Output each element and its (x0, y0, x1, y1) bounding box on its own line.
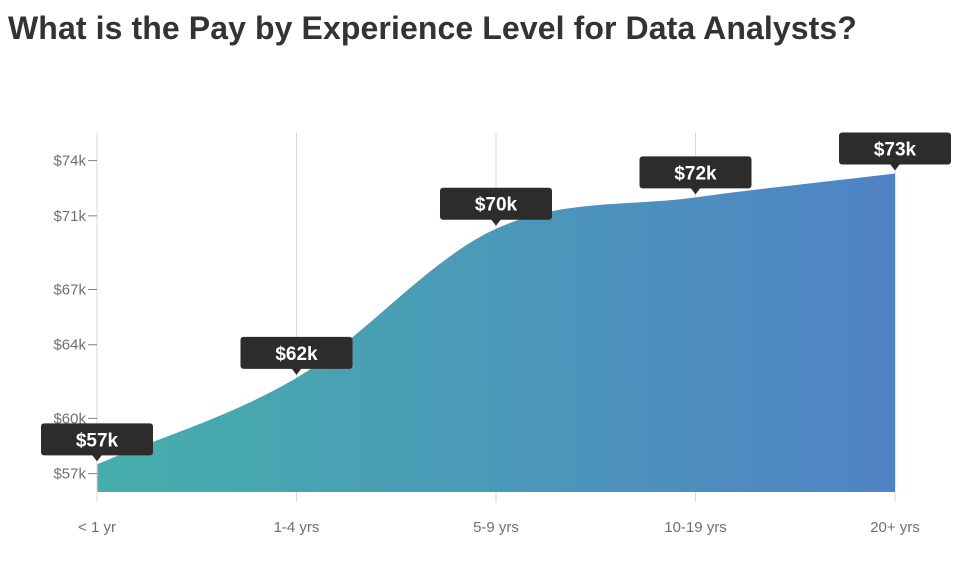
data-label: $70k (440, 187, 552, 226)
data-label-pointer (690, 187, 701, 195)
data-label: $57k (41, 423, 153, 462)
data-label-pointer (491, 219, 501, 226)
y-tick-label: $71k (53, 208, 86, 225)
data-label: $73k (839, 132, 951, 171)
x-tick-label: 10-19 yrs (664, 519, 727, 536)
x-tick-label: 1-4 yrs (274, 519, 320, 536)
data-label-box (440, 187, 552, 220)
data-label-text: $62k (275, 344, 318, 365)
page-title: What is the Pay by Experience Level for … (8, 10, 857, 46)
data-label-pointer (291, 368, 302, 375)
data-label-box (639, 156, 752, 189)
y-tick-label: $74k (53, 153, 86, 170)
y-tick-label: $67k (53, 281, 86, 298)
data-label-pointer (890, 164, 900, 171)
data-label: $62k (240, 336, 353, 375)
data-label-text: $72k (674, 163, 717, 184)
data-label-pointer (92, 454, 102, 462)
x-tick-label: < 1 yr (78, 519, 116, 536)
data-label-box (839, 132, 951, 165)
x-tick-label: 5-9 yrs (473, 519, 519, 536)
data-label-box (240, 336, 353, 369)
y-tick-label: $57k (53, 466, 86, 483)
y-tick-label: $64k (53, 337, 86, 354)
data-labels: $57k $62k $70k $72k $73k (41, 132, 951, 462)
data-label-text: $73k (874, 140, 917, 161)
data-label-text: $70k (475, 195, 518, 216)
data-label-text: $57k (76, 430, 119, 451)
x-tick-label: 20+ yrs (870, 519, 920, 536)
y-tick-label: $60k (53, 410, 86, 427)
pay-area (97, 173, 895, 492)
area-series (97, 173, 895, 492)
data-label-box (41, 423, 153, 456)
data-label: $72k (639, 156, 752, 195)
